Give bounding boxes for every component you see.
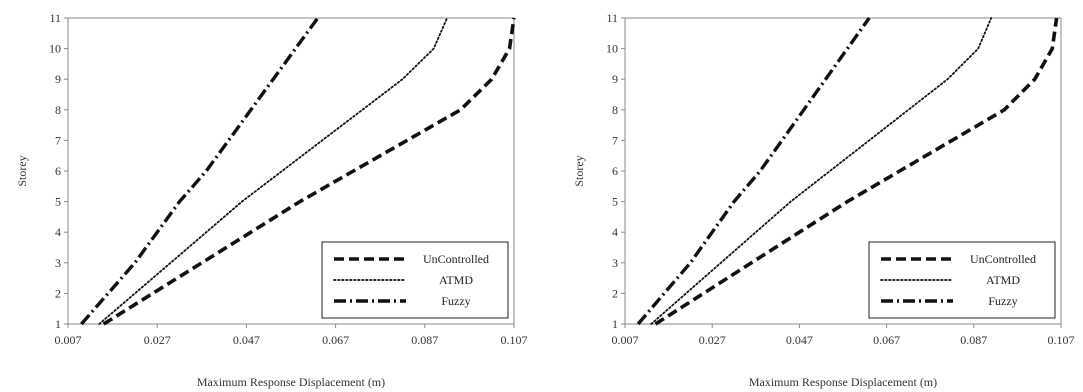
y-tick-label: 2 [55,286,61,300]
series-line-atmd [650,17,993,325]
y-tick-label: 3 [612,256,618,270]
x-axis-title: Maximum Response Displacement (m) [749,375,937,389]
legend-label-uncontrolled: UnControlled [970,252,1036,266]
y-tick-label: 5 [55,195,61,209]
y-tick-label: 11 [606,11,618,25]
chart-svg-left: 1 2 3 4 5 6 7 8 9 10 11 0.007 0.027 0.047 0.067 0.087 0.… [15,11,528,389]
y-tick-label: 6 [612,164,618,178]
x-tick-label: 0.067 [873,333,900,347]
legend-box [868,241,1056,319]
y-axis-title: Storey [15,155,29,186]
series-line-uncontrolled [102,17,516,326]
legend-label-uncontrolled: UnControlled [423,252,489,266]
y-tick-label: 7 [612,133,618,147]
series-line-fuzzy [80,16,320,326]
y-tick-label: 6 [55,164,61,178]
series-line-uncontrolled [654,17,1059,326]
legend-box [321,241,509,319]
series-line-fuzzy [636,17,871,326]
x-tick-label: 0.007 [612,333,639,347]
x-tick-label: 0.087 [960,333,987,347]
y-tick-label: 10 [49,42,61,56]
x-tick-label: 0.107 [1048,333,1075,347]
legend-label-atmd: ATMD [439,273,473,287]
x-tick-label: 0.107 [501,333,528,347]
x-tick-label: 0.087 [411,333,438,347]
x-axis-title: Maximum Response Displacement (m) [197,375,385,389]
y-tick-label: 9 [55,72,61,86]
x-tick-label: 0.047 [786,333,813,347]
y-tick-label: 1 [55,317,61,331]
y-tick-label: 8 [612,103,618,117]
y-axis-title: Storey [572,155,586,186]
legend-label-fuzzy: Fuzzy [988,294,1017,308]
chart-panel-right: 1 2 3 4 5 6 7 8 9 10 11 0.007 0.027 0.047 0.067 0.087 0.… [541,0,1082,392]
y-tick-label: 1 [612,317,618,331]
x-tick-label: 0.047 [233,333,260,347]
chart-svg-right: 1 2 3 4 5 6 7 8 9 10 11 0.007 0.027 0.047 0.067 0.087 0.… [572,11,1075,389]
y-tick-label: 9 [612,72,618,86]
legend-label-fuzzy: Fuzzy [441,294,470,308]
x-tick-label: 0.007 [55,333,82,347]
y-tick-label: 10 [606,42,618,56]
y-tick-label: 4 [55,225,61,239]
x-tick-label: 0.027 [144,333,171,347]
legend-label-atmd: ATMD [986,273,1020,287]
x-tick-label: 0.027 [699,333,726,347]
y-tick-label: 7 [55,133,61,147]
chart-panel-left: 1 2 3 4 5 6 7 8 9 10 11 0.007 0.027 0.047 0.067 0.087 0.… [0,0,541,392]
y-tick-label: 5 [612,195,618,209]
y-tick-label: 8 [55,103,61,117]
y-tick-label: 4 [612,225,618,239]
y-tick-label: 3 [55,256,61,270]
y-tick-label: 11 [49,11,61,25]
x-tick-label: 0.067 [322,333,349,347]
y-tick-label: 2 [612,286,618,300]
series-line-atmd [98,17,449,325]
